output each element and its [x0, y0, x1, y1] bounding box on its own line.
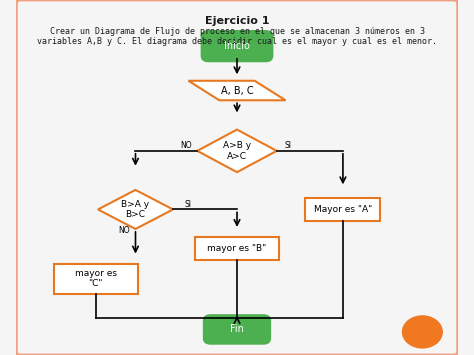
- Polygon shape: [197, 130, 277, 172]
- FancyBboxPatch shape: [54, 263, 137, 294]
- FancyBboxPatch shape: [305, 198, 381, 221]
- Text: mayor es
"C": mayor es "C": [75, 269, 117, 288]
- Text: NO: NO: [118, 225, 130, 235]
- Text: A, B, C: A, B, C: [221, 86, 253, 95]
- FancyBboxPatch shape: [204, 315, 270, 344]
- Polygon shape: [98, 190, 173, 229]
- FancyBboxPatch shape: [202, 31, 272, 61]
- Text: B>A y
B>C: B>A y B>C: [121, 200, 150, 219]
- Text: Inicio: Inicio: [224, 41, 250, 51]
- Text: SI: SI: [185, 200, 192, 209]
- Text: Crear un Diagrama de Flujo de proceso en el que se almacenan 3 números en 3
vari: Crear un Diagrama de Flujo de proceso en…: [37, 27, 437, 46]
- Polygon shape: [189, 81, 285, 100]
- Text: Mayor es "A": Mayor es "A": [314, 205, 372, 214]
- Text: SI: SI: [284, 141, 291, 150]
- Text: Ejercicio 1: Ejercicio 1: [205, 16, 269, 26]
- Text: Fin: Fin: [230, 324, 244, 334]
- Text: NO: NO: [181, 141, 192, 150]
- FancyBboxPatch shape: [16, 0, 458, 355]
- Text: A>B y
A>C: A>B y A>C: [223, 141, 251, 160]
- Circle shape: [402, 316, 442, 348]
- FancyBboxPatch shape: [195, 237, 279, 260]
- Text: mayor es "B": mayor es "B": [208, 244, 266, 253]
